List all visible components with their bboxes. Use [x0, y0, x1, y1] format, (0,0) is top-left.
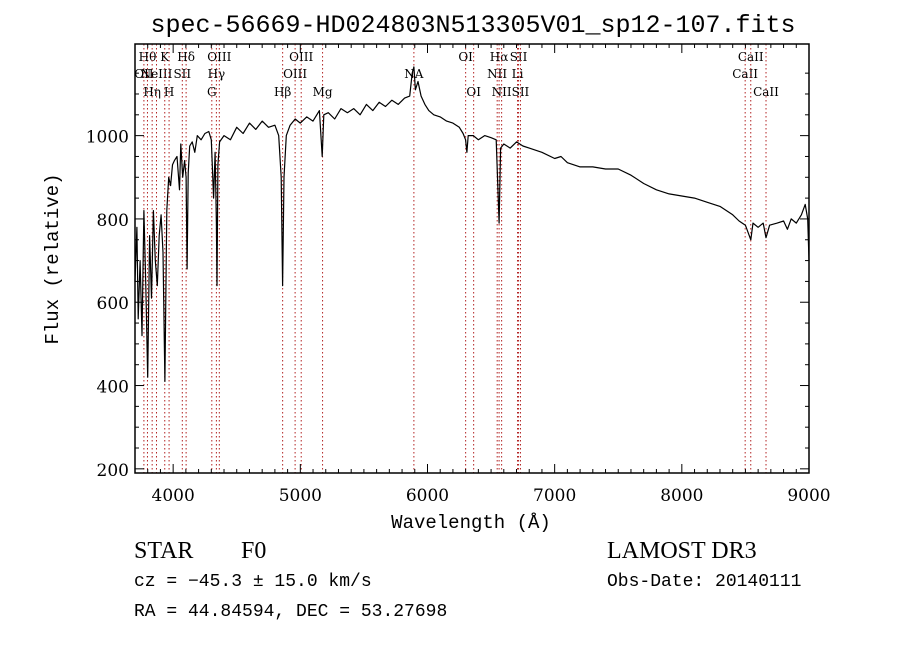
- y-tick-label: 400: [97, 378, 129, 398]
- x-tick-label: 5000: [279, 486, 322, 506]
- object-class: STAR: [134, 538, 194, 564]
- marker-label: OIII: [289, 50, 313, 64]
- axis-ticks: 4000 5000 6000 7000 8000 9000 200 400 600 800 1000: [86, 44, 831, 506]
- series-layer: [134, 66, 810, 382]
- x-tick-label: 7000: [533, 486, 576, 506]
- marker-label: NII: [487, 67, 507, 81]
- line-markers: OIIHθHηNeIIIKHSIIHδGHγOIIIHβOIIIOIIIMgNA…: [134, 44, 779, 473]
- subclass: F0: [241, 538, 267, 564]
- x-tick-label: 6000: [406, 486, 449, 506]
- coordinates: RA = 44.84594, DEC = 53.27698: [134, 602, 448, 622]
- x-axis-label: Wavelength (Å): [391, 512, 551, 534]
- chart-title: spec-56669-HD024803N513305V01_sp12-107.f…: [150, 11, 795, 40]
- y-axis-label: Flux (relative): [42, 173, 64, 344]
- marker-label: OII: [134, 67, 154, 81]
- x-tick-label: 8000: [660, 486, 703, 506]
- x-tick-label: 9000: [787, 486, 830, 506]
- marker-label: NII: [492, 85, 512, 99]
- obs-date: Obs-Date: 20140111: [607, 572, 802, 592]
- marker-label: NeIII: [141, 67, 173, 81]
- y-tick-label: 600: [97, 294, 129, 314]
- marker-label: OIII: [207, 50, 231, 64]
- x-tick-label: 4000: [152, 486, 195, 506]
- redshift-text: cz = −45.3 ± 15.0 km/s: [134, 572, 372, 592]
- y-tick-label: 1000: [86, 128, 129, 148]
- marker-label: Hα: [490, 50, 509, 64]
- marker-label: OIII: [283, 67, 307, 81]
- y-tick-label: 200: [97, 461, 129, 481]
- marker-label: Hθ: [139, 50, 157, 64]
- marker-label: CaII: [732, 67, 758, 81]
- marker-label: Hγ: [208, 67, 226, 81]
- marker-label: Mg: [313, 85, 333, 99]
- marker-label: SII: [510, 50, 528, 64]
- marker-label: CaII: [738, 50, 764, 64]
- marker-label: Li: [512, 67, 524, 81]
- marker-label: Hβ: [274, 85, 291, 99]
- marker-label: SII: [512, 85, 530, 99]
- marker-label: Hδ: [177, 50, 195, 64]
- marker-label: H: [164, 85, 174, 99]
- marker-label: K: [160, 50, 170, 64]
- marker-label: SII: [173, 67, 191, 81]
- marker-label: G: [207, 85, 217, 99]
- survey-name: LAMOST DR3: [607, 538, 757, 564]
- y-tick-label: 800: [97, 211, 129, 231]
- plot-frame: [134, 43, 810, 474]
- marker-label: CaII: [753, 85, 779, 99]
- marker-label: OI: [466, 85, 481, 99]
- marker-label: Hη: [143, 85, 161, 99]
- series-line-flux: [134, 66, 810, 382]
- marker-label: OI: [458, 50, 473, 64]
